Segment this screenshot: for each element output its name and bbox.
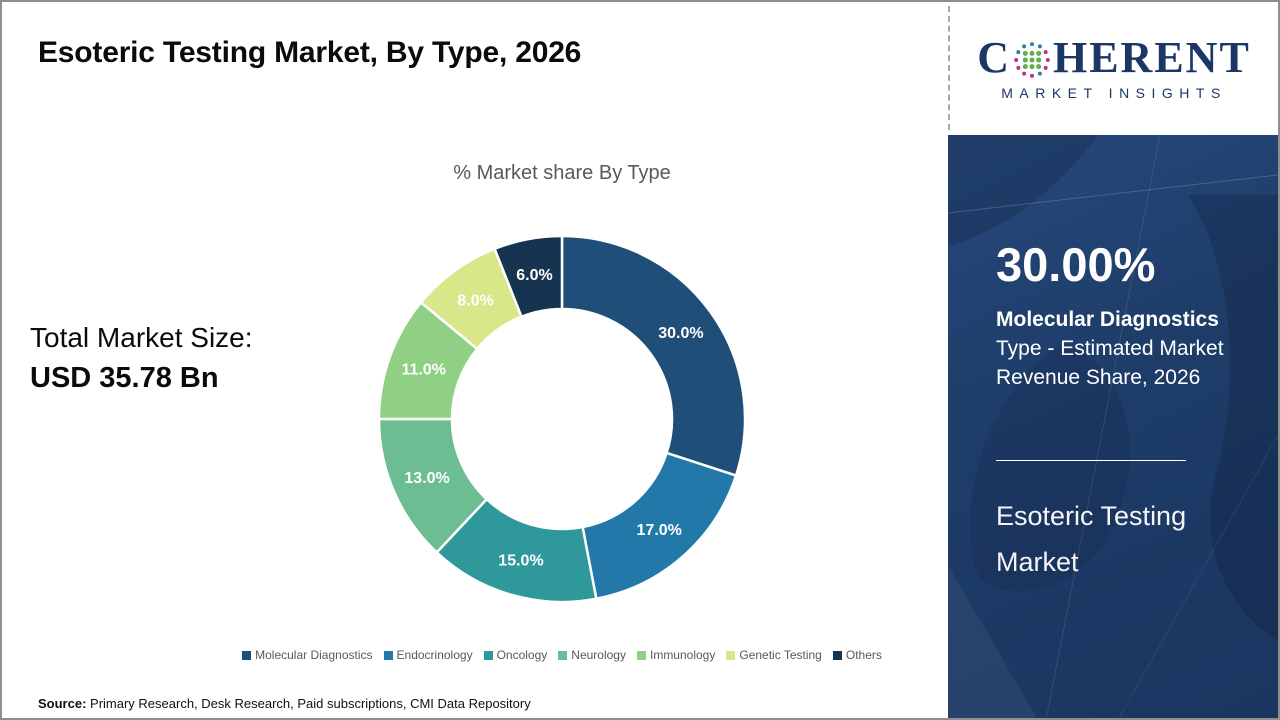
brand-logo-subtitle: MARKET INSIGHTS — [1001, 85, 1227, 101]
slice-data-label: 30.0% — [658, 325, 703, 342]
legend-marker — [832, 650, 842, 660]
legend-item-molecular-diagnostics[interactable]: Molecular Diagnostics — [242, 648, 373, 662]
total-market-size-value: USD 35.78 Bn — [30, 362, 219, 394]
legend-marker — [636, 650, 646, 660]
donut-chart[interactable]: 30.0% 17.0% 15.0% 13.0% 11.0% 8.0% 6.0% — [377, 234, 747, 604]
slice-data-label: 6.0% — [516, 267, 552, 284]
legend-marker — [726, 650, 736, 660]
legend-item-immunology[interactable]: Immunology — [636, 648, 716, 662]
slice-data-label: 8.0% — [457, 293, 493, 310]
legend-item-endocrinology[interactable]: Endocrinology — [383, 648, 473, 662]
brand-logo-suffix: HERENT — [1052, 33, 1251, 82]
stat-value: 30.00% — [996, 238, 1156, 291]
total-market-size-label: Total Market Size: — [30, 322, 253, 353]
world-map-texture — [948, 135, 1278, 718]
page-title: Esoteric Testing Market, By Type, 2026 — [38, 36, 582, 69]
legend-label: Immunology — [649, 648, 716, 662]
legend-label: Neurology — [571, 648, 626, 662]
total-market-size: Total Market Size: USD 35.78 Bn — [30, 322, 253, 395]
brand-logo-prefix: C — [977, 33, 1011, 82]
legend-item-oncology[interactable]: Oncology — [483, 648, 548, 662]
legend-item-others[interactable]: Others — [832, 648, 882, 662]
legend-item-neurology[interactable]: Neurology — [558, 648, 626, 662]
legend-marker — [383, 650, 393, 660]
slice-data-label: 13.0% — [404, 470, 449, 487]
stat-label: Molecular Diagnostics Type - Estimated M… — [996, 305, 1254, 392]
legend-label: Genetic Testing — [739, 648, 822, 662]
panel-divider — [996, 460, 1186, 461]
donut-slice-molecular-diagnostics[interactable] — [560, 234, 747, 477]
slice-data-label: 17.0% — [637, 522, 682, 539]
chart-legend: Molecular Diagnostics Endocrinology Oncolo… — [174, 648, 950, 662]
legend-marker — [242, 650, 252, 660]
source-line: Source: Primary Research, Desk Research,… — [38, 696, 531, 711]
legend-label: Others — [845, 648, 882, 662]
source-label: Source: — [38, 696, 87, 711]
slice-data-label: 11.0% — [401, 362, 445, 379]
slice-data-label: 15.0% — [498, 553, 543, 570]
panel-title: Esoteric Testing Market — [996, 501, 1187, 577]
legend-marker — [558, 650, 568, 660]
legend-label: Endocrinology — [396, 648, 473, 662]
legend-label: Oncology — [496, 648, 548, 662]
legend-marker — [483, 650, 493, 660]
brand-logo: C HERENT MARKET INSIGHTS — [950, 2, 1278, 135]
highlight-panel: 30.00% Molecular Diagnostics Type - Esti… — [948, 135, 1278, 718]
chart-title: % Market share By Type — [453, 162, 671, 184]
dashed-separator — [948, 6, 950, 130]
legend-label: Molecular Diagnostics — [255, 648, 373, 662]
dotted-globe-icon — [1014, 42, 1050, 78]
legend-item-genetic-testing[interactable]: Genetic Testing — [726, 648, 822, 662]
source-text: Primary Research, Desk Research, Paid su… — [86, 696, 531, 711]
stat-label-bold: Molecular Diagnostics — [996, 308, 1219, 331]
brand-logo-wordmark: C HERENT — [977, 36, 1251, 80]
donut-slice-others[interactable] — [493, 234, 564, 318]
stat-label-rest: Type - Estimated Market Revenue Share, 2… — [996, 337, 1224, 389]
